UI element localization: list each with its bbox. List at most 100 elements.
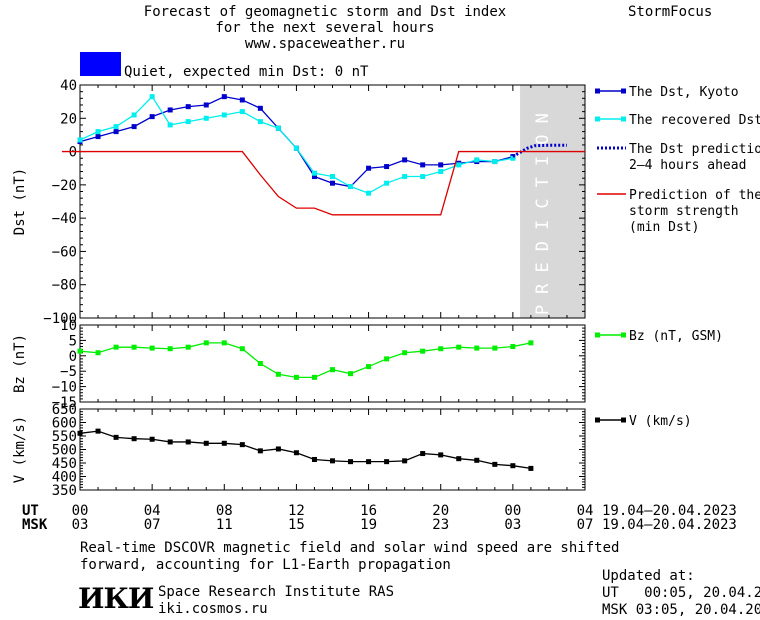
- y-tick-label: −5: [60, 364, 77, 380]
- y-axis-label: V (km/s): [12, 416, 28, 483]
- data-point: [275, 446, 281, 452]
- data-point: [348, 371, 354, 377]
- data-point: [366, 459, 372, 465]
- data-point: [293, 145, 299, 151]
- prediction-label-letter: C: [533, 198, 553, 208]
- legend-label: Prediction of the: [629, 188, 760, 203]
- y-tick-label: 5: [69, 333, 77, 349]
- legend-label: 2–4 hours ahead: [629, 158, 746, 173]
- data-point: [131, 344, 137, 350]
- y-tick-label: 0: [69, 349, 77, 365]
- data-point: [149, 345, 155, 351]
- msk-tick-label: 03: [72, 517, 89, 533]
- data-point: [203, 340, 209, 346]
- data-point: [311, 374, 317, 380]
- y-tick-label: −80: [52, 278, 77, 294]
- series-line: [79, 430, 531, 470]
- data-point: [456, 162, 462, 168]
- y-axis-label: Bz (nT): [12, 334, 28, 393]
- data-point: [528, 465, 534, 471]
- y-tick-label: 20: [60, 111, 77, 127]
- data-point: [77, 348, 83, 354]
- data-point: [239, 97, 245, 103]
- data-point: [528, 340, 534, 346]
- institute-name: Space Research Institute RAS: [158, 584, 395, 600]
- data-point: [149, 94, 155, 100]
- data-point: [510, 463, 516, 469]
- data-point: [131, 436, 137, 442]
- data-point: [257, 119, 263, 125]
- data-point: [257, 361, 263, 366]
- updated-ut: UT 00:05, 20.04.2023: [602, 585, 760, 601]
- prediction-zone: [520, 85, 585, 318]
- ut-tick-label: 12: [288, 503, 305, 519]
- data-point: [474, 457, 480, 463]
- data-point: [384, 356, 390, 362]
- data-point: [149, 436, 155, 442]
- data-point: [492, 461, 498, 467]
- footnote-line2: forward, accounting for L1-Earth propaga…: [80, 557, 451, 573]
- source-url[interactable]: www.spaceweather.ru: [244, 36, 406, 52]
- ut-tick-label: 04: [577, 503, 594, 519]
- data-point: [402, 157, 408, 163]
- data-point: [420, 348, 426, 354]
- data-point: [330, 174, 335, 180]
- data-point: [330, 367, 335, 373]
- msk-axis-label: MSK: [22, 517, 48, 533]
- prediction-label-letter: T: [533, 177, 553, 187]
- data-point: [275, 371, 281, 377]
- legend-marker: [621, 417, 626, 423]
- data-point: [384, 459, 390, 465]
- ut-tick-label: 20: [432, 503, 449, 519]
- data-point: [167, 107, 173, 113]
- data-point: [456, 456, 462, 462]
- data-point: [492, 345, 498, 351]
- msk-tick-label: 11: [216, 517, 233, 533]
- ut-tick-label: 08: [216, 503, 233, 519]
- footnote-line1: Real-time DSCOVR magnetic field and sola…: [80, 540, 620, 556]
- ut-tick-label: 04: [144, 503, 161, 519]
- data-point: [474, 345, 480, 351]
- dst-panel: P R E D I C T I O N 40 20 0 −20 −40 −60 −80 −100 Dst (nT): [12, 78, 586, 327]
- legend-marker: [621, 116, 626, 122]
- y-tick-label: 10: [60, 318, 77, 334]
- plot-frame: [79, 84, 586, 319]
- data-point: [185, 439, 191, 445]
- data-point: [113, 344, 119, 350]
- legend-marker: [621, 332, 626, 338]
- y-tick-label: −10: [52, 380, 77, 396]
- y-tick-label: −100: [43, 311, 77, 327]
- chart-title-line2: for the next several hours: [215, 20, 435, 36]
- prediction-label-letter: E: [533, 262, 553, 272]
- y-tick-label: −20: [52, 178, 77, 194]
- legend-label: The recovered Dst: [629, 113, 760, 128]
- legend-marker: [595, 332, 600, 338]
- legend-marker: [595, 88, 600, 94]
- data-point: [203, 115, 209, 121]
- ut-tick-label: 00: [72, 503, 89, 519]
- legend-label: V (km/s): [629, 414, 692, 429]
- y-tick-label: −60: [52, 244, 77, 260]
- data-point: [131, 124, 137, 130]
- data-point: [348, 184, 354, 190]
- msk-tick-label: 19: [360, 517, 377, 533]
- legend-label: (min Dst): [629, 220, 699, 235]
- data-point: [420, 174, 426, 180]
- series-line: [79, 342, 532, 379]
- data-point: [167, 346, 173, 352]
- data-point: [239, 109, 245, 115]
- y-tick-label: 650: [52, 402, 77, 418]
- prediction-label-letter: P: [533, 305, 553, 315]
- data-point: [293, 450, 299, 456]
- ut-date-range: 19.04–20.04.2023: [602, 503, 737, 519]
- data-point: [456, 344, 462, 350]
- institute-website[interactable]: iki.cosmos.ru: [158, 601, 268, 617]
- y-tick-label: 400: [52, 470, 77, 486]
- data-point: [384, 180, 390, 186]
- data-point: [510, 344, 516, 350]
- ut-tick-label: 16: [360, 503, 377, 519]
- legend-marker: [595, 417, 600, 423]
